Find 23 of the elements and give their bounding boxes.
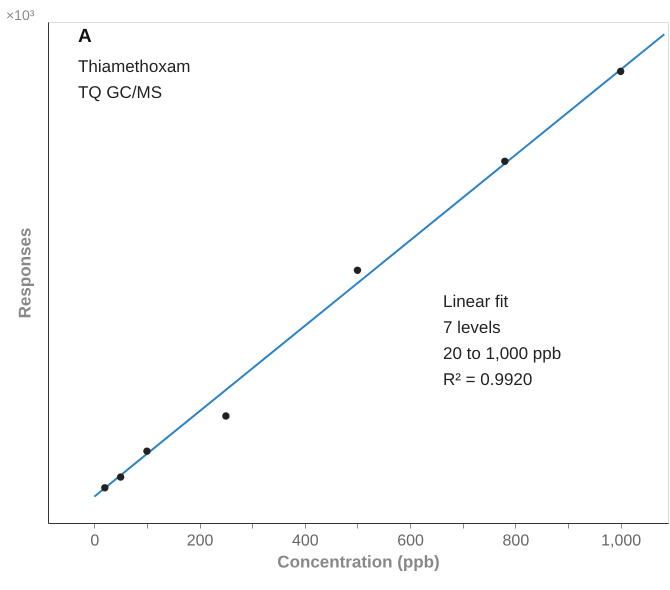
annotation: Linear fit — [443, 292, 508, 311]
x-tick-label: 1,000 — [601, 532, 642, 550]
point — [501, 158, 509, 166]
x-tick-label: 400 — [292, 532, 319, 550]
point — [116, 473, 124, 481]
annotation: R² = 0.9920 — [443, 370, 532, 389]
x-tick-label: 200 — [186, 532, 214, 550]
text: ×10³ — [6, 7, 35, 23]
x-tick-label: 0 — [90, 532, 100, 550]
point — [222, 412, 230, 420]
point — [143, 447, 151, 455]
x-tick-label: 800 — [502, 532, 530, 550]
point — [101, 484, 109, 492]
annotation: 20 to 1,000 ppb — [443, 344, 562, 363]
x-tick-label: 600 — [397, 532, 424, 550]
y-axis-title: Responses — [16, 228, 34, 318]
annotation: TQ GC/MS — [78, 83, 162, 102]
annotation: Thiamethoxam — [78, 57, 190, 76]
annotation: A — [78, 26, 92, 47]
annotation: 7 levels — [443, 318, 501, 337]
point — [354, 266, 362, 274]
x-axis-title: Concentration (ppb) — [277, 552, 440, 572]
point — [616, 68, 624, 76]
